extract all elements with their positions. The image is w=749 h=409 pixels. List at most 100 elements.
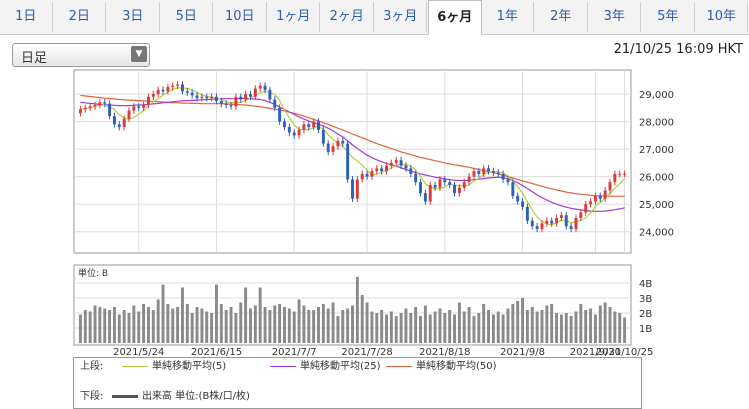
tab-13[interactable]: 10年 — [696, 2, 748, 32]
volume-bar — [365, 302, 369, 343]
tab-6[interactable]: 2ヶ月 — [321, 2, 374, 32]
volume-bar — [618, 313, 622, 343]
volume-bar — [506, 308, 510, 343]
candle-body — [598, 195, 602, 199]
tab-4[interactable]: 10日 — [214, 2, 267, 32]
candle-body — [249, 94, 252, 97]
volume-bar — [584, 310, 588, 343]
volume-bar — [287, 308, 291, 343]
volume-tick-label: 3B — [639, 294, 652, 305]
volume-bar — [370, 311, 374, 343]
tab-12[interactable]: 5年 — [642, 2, 695, 32]
tab-11[interactable]: 3年 — [589, 2, 641, 32]
volume-bar — [409, 313, 413, 343]
volume-bar — [346, 308, 350, 343]
volume-bar — [122, 310, 126, 343]
candle-body — [346, 143, 350, 180]
candle-body — [618, 173, 622, 175]
candle-body — [375, 168, 379, 172]
candle-body — [487, 168, 490, 172]
volume-bar — [467, 307, 471, 343]
candle-body — [360, 173, 364, 180]
candle-body — [108, 103, 112, 117]
candle-body — [608, 182, 612, 191]
candle-body — [78, 109, 82, 114]
candle-body — [321, 129, 325, 144]
ma5-line — [80, 87, 626, 226]
tab-10[interactable]: 2年 — [535, 2, 588, 32]
x-tick-label: 2021/9/8 — [500, 347, 545, 358]
tab-9[interactable]: 1年 — [482, 2, 534, 32]
candle-body — [219, 100, 223, 104]
candle-period-value: 日足 — [21, 51, 48, 66]
volume-bar — [200, 308, 204, 343]
volume-bar — [598, 305, 602, 343]
candle-body — [215, 96, 218, 101]
x-tick-label: 2021/6/15 — [191, 347, 242, 358]
candle-body — [370, 171, 374, 177]
candle-body — [521, 201, 525, 207]
candle-body — [283, 121, 286, 128]
candle-body — [263, 85, 267, 90]
volume-bar — [331, 302, 335, 343]
candle-body — [389, 162, 393, 166]
x-tick-label: 2021/10/25 — [596, 347, 654, 358]
tab-7[interactable]: 3ヶ月 — [375, 2, 427, 32]
volume-bar — [360, 295, 364, 343]
candle-body — [142, 105, 146, 108]
volume-bar — [559, 314, 563, 343]
x-tick-label: 2021/7/28 — [341, 347, 392, 358]
tab-2[interactable]: 3日 — [107, 2, 160, 32]
volume-bar — [156, 299, 160, 343]
candle-body — [525, 206, 529, 221]
legend-ma5: 単純移動平均(5) — [122, 359, 226, 375]
candle-body — [535, 226, 539, 229]
volume-bar — [472, 316, 476, 343]
volume-bar — [482, 304, 486, 343]
volume-bar — [93, 305, 97, 343]
volume-bar — [219, 304, 223, 343]
candle-body — [200, 96, 204, 99]
volume-bar — [103, 308, 107, 343]
tab-1[interactable]: 2日 — [54, 2, 106, 32]
volume-bar — [623, 317, 627, 343]
tab-8[interactable]: 6ヶ月 — [428, 0, 482, 35]
candle-period-select[interactable]: 日足 ▼ — [12, 43, 150, 67]
volume-bar — [535, 311, 539, 343]
price-chart: 24,000 25,000 26,000 27,000 28,000 29,000 単位:… — [73, 69, 674, 358]
candle-body — [278, 107, 282, 122]
candle-body — [185, 91, 189, 93]
candle-body — [98, 102, 102, 106]
volume-bar — [268, 310, 272, 343]
candle-body — [234, 96, 238, 107]
candle-body — [287, 127, 291, 133]
candle-body — [210, 96, 214, 99]
candle-body — [336, 140, 340, 147]
volume-bar — [190, 313, 194, 343]
candle-body — [132, 106, 136, 111]
tab-3[interactable]: 5日 — [161, 2, 213, 32]
candle-body — [579, 212, 583, 218]
volume-bar — [321, 304, 325, 343]
volume-bar — [443, 313, 447, 343]
volume-bar — [550, 304, 554, 343]
price-tick-label: 26,000 — [639, 173, 674, 184]
candle-body — [482, 168, 486, 174]
volume-bar — [307, 310, 311, 343]
candle-body — [438, 179, 442, 188]
candle-body — [603, 190, 607, 199]
volume-bar — [336, 316, 340, 343]
volume-unit-label: 単位: B — [78, 267, 108, 279]
candle-body — [224, 103, 228, 106]
volume-bar — [127, 313, 131, 343]
legend-volume: 出来高 単位:(B株/口/枚) — [112, 389, 250, 405]
chart-legend: 上段: 単純移動平均(5) 単純移動平均(25) 単純移動平均(50) 下段: … — [73, 357, 642, 409]
candle-body — [205, 96, 209, 99]
tab-0[interactable]: 1日 — [0, 2, 53, 32]
tab-5[interactable]: 1ヶ月 — [268, 2, 320, 32]
candle-body — [137, 106, 141, 108]
candle-body — [423, 193, 427, 202]
candle-body — [564, 215, 568, 227]
candle-body — [302, 124, 306, 130]
volume-bar — [385, 314, 388, 343]
